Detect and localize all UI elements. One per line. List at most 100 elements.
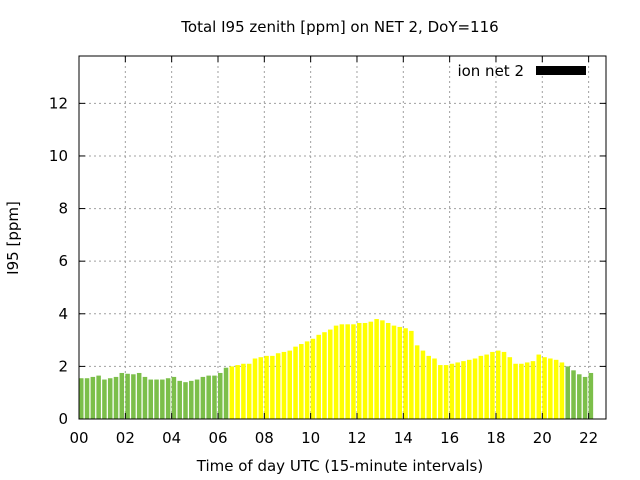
bar — [275, 353, 281, 419]
bar — [293, 346, 298, 419]
y-tick-label: 0 — [58, 410, 68, 428]
bar — [84, 378, 90, 419]
bar — [559, 362, 565, 419]
bar — [328, 329, 333, 419]
bar — [264, 355, 269, 419]
x-tick-label: 10 — [301, 429, 320, 447]
bar — [287, 350, 293, 419]
plot-frame — [78, 55, 607, 420]
bar — [565, 366, 570, 419]
x-tick-labels: 00 02 04 06 08 10 12 14 16 18 20 22 — [69, 429, 598, 447]
bar — [96, 375, 101, 419]
bar — [165, 378, 171, 419]
y-tick-label: 12 — [49, 94, 68, 112]
bar — [455, 362, 460, 419]
bar — [206, 375, 211, 419]
x-tick-label: 00 — [69, 429, 88, 447]
bar — [432, 358, 437, 419]
bar — [438, 365, 443, 419]
x-tick-label: 12 — [347, 429, 366, 447]
bar — [102, 379, 107, 419]
bar — [322, 332, 327, 419]
bar — [107, 378, 113, 419]
bar — [119, 372, 125, 419]
bar — [461, 361, 466, 419]
legend-swatch — [536, 66, 586, 75]
bar — [362, 322, 368, 419]
bar — [391, 325, 397, 419]
x-tick-label: 20 — [533, 429, 552, 447]
bar — [241, 363, 246, 419]
bar — [374, 319, 379, 419]
bar — [142, 376, 148, 419]
bar — [270, 355, 275, 419]
y-tick-labels: 0 2 4 6 8 10 12 — [49, 94, 68, 428]
bar — [189, 380, 194, 419]
bar — [90, 376, 96, 419]
bar — [519, 363, 524, 419]
bar — [339, 324, 345, 419]
bar — [194, 379, 200, 419]
bar — [478, 355, 484, 419]
bar — [582, 376, 588, 419]
y-tick-label: 10 — [49, 147, 68, 165]
bar — [414, 345, 420, 419]
bar — [409, 330, 414, 419]
bar — [426, 355, 431, 419]
y-tick-label: 8 — [58, 200, 68, 218]
bar — [229, 366, 235, 419]
bar — [177, 380, 182, 419]
bar — [530, 361, 536, 419]
tick-marks — [78, 56, 606, 420]
bar — [252, 358, 258, 419]
bars — [79, 319, 594, 419]
legend: ion net 2 — [457, 62, 586, 80]
x-tick-label: 02 — [116, 429, 135, 447]
bar — [403, 328, 408, 419]
bar — [148, 379, 154, 419]
y-tick-label: 6 — [58, 252, 68, 270]
bar — [420, 350, 426, 419]
bar — [536, 354, 542, 419]
bar — [246, 363, 252, 419]
bar — [467, 359, 472, 419]
bar — [490, 351, 495, 419]
grid-lines — [79, 56, 606, 419]
bar — [235, 365, 240, 419]
bar — [368, 321, 374, 419]
bar — [79, 378, 84, 419]
bar — [183, 382, 188, 419]
bar — [304, 341, 310, 419]
bar — [553, 359, 559, 419]
bar — [258, 357, 264, 419]
bar — [160, 379, 165, 419]
bar — [223, 367, 229, 419]
bar — [316, 334, 321, 419]
bar — [299, 344, 304, 419]
bar — [351, 324, 356, 419]
bar — [281, 351, 287, 419]
bar — [397, 326, 403, 419]
bar — [345, 324, 350, 419]
bar — [200, 376, 206, 419]
bar — [542, 357, 547, 419]
y-tick-label: 4 — [58, 305, 68, 323]
bar — [513, 363, 518, 419]
bar — [385, 322, 391, 419]
x-tick-label: 04 — [162, 429, 181, 447]
bar — [571, 370, 576, 419]
x-axis-label: Time of day UTC (15-minute intervals) — [196, 457, 483, 475]
bar — [217, 372, 223, 419]
bar — [171, 376, 177, 419]
bar — [154, 379, 159, 419]
y-axis-label: I95 [ppm] — [4, 201, 22, 275]
bar — [212, 375, 217, 419]
bar — [131, 374, 136, 419]
bar — [524, 362, 530, 419]
legend-label: ion net 2 — [457, 62, 524, 80]
bar — [588, 372, 594, 419]
bar — [577, 374, 582, 419]
bar — [136, 372, 142, 419]
chart-title: Total I95 zenith [ppm] on NET 2, DoY=116 — [180, 18, 498, 36]
x-tick-label: 22 — [579, 429, 598, 447]
